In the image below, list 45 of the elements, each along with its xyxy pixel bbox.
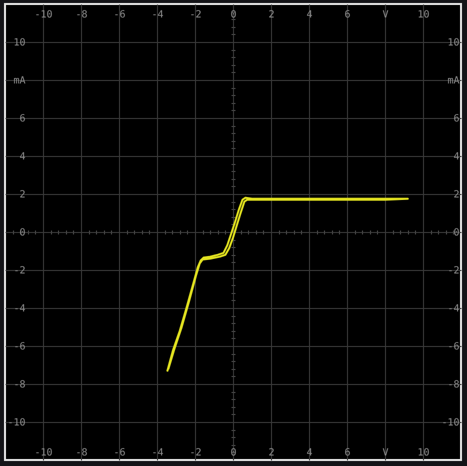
x-tick-label: V [382,448,389,458]
y2-tick-label: 6 [453,114,460,124]
x-tick-label: 0 [230,448,237,458]
x2-tick-label: 2 [268,10,275,20]
y2-tick-label: mA [447,76,460,86]
x-tick-label: 6 [344,448,351,458]
x2-tick-label: 6 [344,10,351,20]
y2-tick-label: 2 [453,190,460,200]
y2-tick-label: -6 [447,342,460,352]
y-tick-label: 6 [19,114,26,124]
line-series [166,196,409,372]
x-tick-label: -8 [75,448,88,458]
y-tick-label: mA [13,76,26,86]
y2-tick-label: 10 [447,38,460,48]
y2-tick-label: 0 [453,228,460,238]
y-tick-label: -4 [13,304,26,314]
y-tick-label: -2 [13,266,26,276]
x-tick-label: 4 [306,448,313,458]
x2-tick-label: -2 [189,10,202,20]
x-tick-label: -6 [113,448,126,458]
x-tick-label: -10 [34,448,53,458]
x2-tick-label: 10 [417,10,430,20]
x-tick-label: -2 [189,448,202,458]
y-tick-label: 4 [19,152,26,162]
x2-tick-label: V [382,10,389,20]
y2-tick-label: -8 [447,380,460,390]
y-tick-label: -8 [13,380,26,390]
y-tick-label: 2 [19,190,26,200]
x2-tick-label: 0 [230,10,237,20]
x2-tick-label: -4 [151,10,164,20]
x-tick-label: 2 [268,448,275,458]
y-tick-label: 0 [19,228,26,238]
y2-tick-label: -4 [447,304,460,314]
y2-tick-label: -10 [441,418,460,428]
x2-tick-label: -6 [113,10,126,20]
y-tick-label: -10 [7,418,26,428]
x2-tick-label: -8 [75,10,88,20]
x2-tick-label: -10 [34,10,53,20]
y-tick-label: 10 [13,38,26,48]
y2-tick-label: 4 [453,152,460,162]
y-tick-label: -6 [13,342,26,352]
y2-tick-label: -2 [447,266,460,276]
x-tick-label: 10 [417,448,430,458]
x-tick-label: -4 [151,448,164,458]
x2-tick-label: 4 [306,10,313,20]
